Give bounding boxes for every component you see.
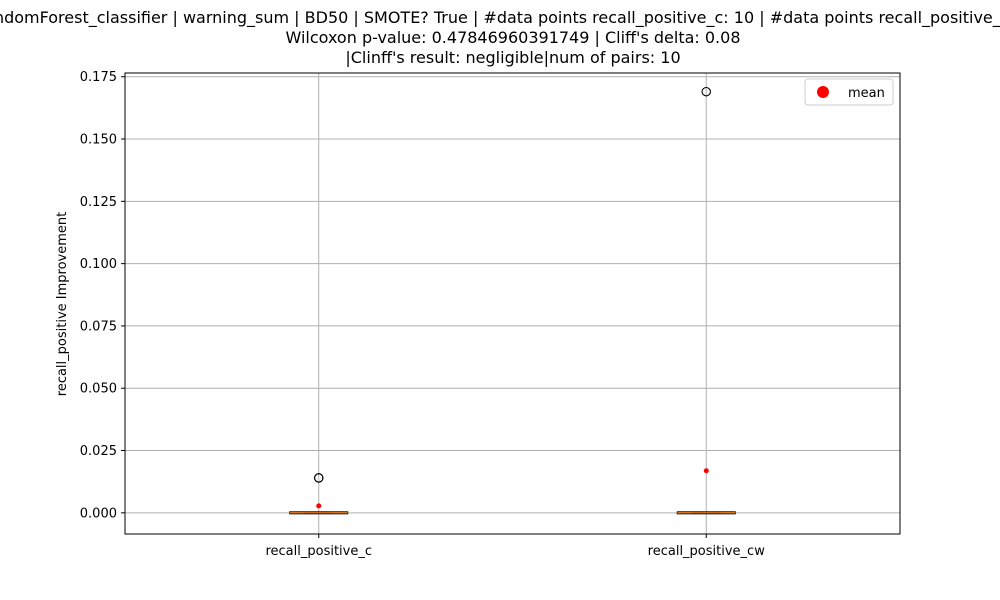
- chart-title-line-3: |Clinff's result: negligible|num of pair…: [345, 48, 681, 67]
- mean-point: [703, 468, 709, 474]
- x-tick-label: recall_positive_c: [265, 544, 372, 559]
- y-tick-label: 0.150: [80, 133, 117, 148]
- y-tick-label: 0.125: [80, 195, 117, 210]
- legend-mean-marker: [817, 86, 829, 98]
- chart-title-line-2: Wilcoxon p-value: 0.47846960391749 | Cli…: [285, 28, 741, 47]
- axis-ticks: 0.000 0.025 0.050 0.075 0.100 0.125 0.150 0.175…: [80, 70, 765, 559]
- y-tick-label: 0.000: [80, 506, 117, 521]
- y-tick-label: 0.025: [80, 444, 117, 459]
- outlier-point: [313, 473, 324, 483]
- boxes: [289, 86, 736, 515]
- legend-frame: [804, 78, 894, 106]
- y-axis-label: recall_positive Improvement: [55, 212, 70, 396]
- y-tick-label: 0.050: [80, 382, 117, 397]
- outlier-point: [701, 86, 711, 97]
- legend: mean: [804, 78, 894, 106]
- grid-lines: [125, 73, 900, 534]
- x-tick-label: recall_positive_cw: [648, 544, 766, 559]
- y-tick-label: 0.175: [80, 70, 117, 85]
- y-tick-label: 0.075: [80, 319, 117, 334]
- box-recall_positive_cw: [676, 86, 736, 515]
- mean-point: [316, 503, 322, 509]
- box-recall_positive_c: [289, 473, 349, 515]
- plot-area-frame: [124, 72, 901, 535]
- y-tick-label: 0.100: [80, 257, 117, 272]
- legend-mean-label: mean: [848, 86, 885, 101]
